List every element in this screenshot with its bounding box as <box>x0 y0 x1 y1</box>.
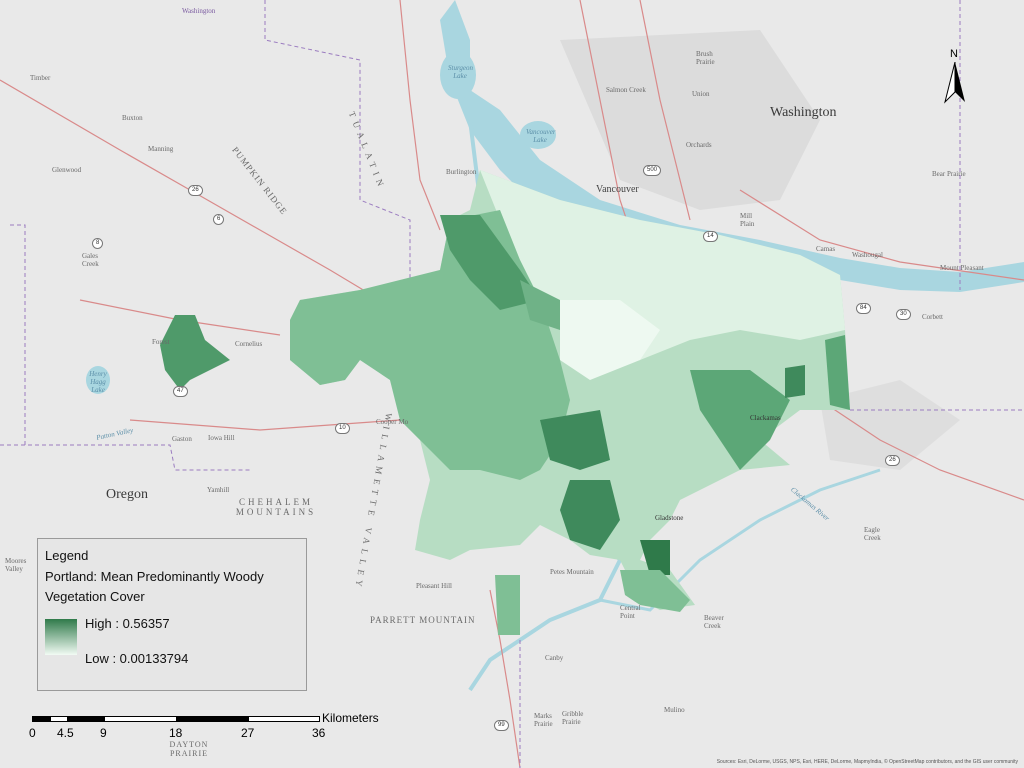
label-burlington: Burlington <box>446 168 477 176</box>
label-vancouver-lake: Vancouver Lake <box>526 128 556 144</box>
label-washington-state: Washington <box>770 105 837 120</box>
legend-title-line1: Portland: Mean Predominantly Woody <box>45 569 264 584</box>
route-shield-26-west: 26 <box>188 185 203 196</box>
scale-segment <box>32 716 51 722</box>
label-beaver-creek: Beaver Creek <box>704 614 724 630</box>
label-petes-mountain: Petes Mountain <box>550 568 594 576</box>
attribution-credits: Sources: Esri, DeLorme, USGS, NPS, Esri,… <box>716 759 1018 765</box>
route-shield-99: 99 <box>494 720 509 731</box>
route-shield-26-east: 26 <box>885 455 900 466</box>
label-gaston: Gaston <box>172 435 192 443</box>
route-shield-30: 30 <box>896 309 911 320</box>
scale-tick-label: 4.5 <box>57 726 74 740</box>
scale-segment <box>104 716 177 722</box>
scale-segment <box>50 716 68 722</box>
legend-panel: Legend Portland: Mean Predominantly Wood… <box>37 538 307 691</box>
label-timber: Timber <box>30 74 51 82</box>
label-mill-plain: Mill Plain <box>740 212 755 228</box>
scale-unit-label: Kilometers <box>322 711 379 725</box>
label-mount-pleasant: Mount Pleasant <box>940 264 984 272</box>
legend-color-ramp <box>45 619 77 655</box>
label-cooper-mountain: Cooper Mo <box>376 418 409 426</box>
label-dayton-prairie: DAYTON PRAIRIE <box>169 740 209 758</box>
route-shield-47: 47 <box>173 386 188 397</box>
label-sturgeon-lake: Sturgeon Lake <box>448 64 474 80</box>
scale-tick-label: 9 <box>100 726 107 740</box>
label-mulino: Mulino <box>664 706 685 714</box>
label-washougal: Washougal <box>852 251 883 259</box>
label-canby: Canby <box>545 654 564 662</box>
route-shield-10: 10 <box>335 423 350 434</box>
scale-segment <box>176 716 249 722</box>
label-union: Union <box>692 90 710 98</box>
route-shield-14: 14 <box>703 231 718 242</box>
scale-tick-label: 18 <box>169 726 183 740</box>
label-brush-prairie: Brush Prairie <box>696 50 715 66</box>
north-arrow: N <box>944 48 966 104</box>
label-henry-hagg-lake: Henry Hagg Lake <box>89 370 107 394</box>
legend-low-label: Low : 0.00133794 <box>85 651 189 666</box>
label-oregon-state: Oregon <box>106 487 148 502</box>
label-buxton: Buxton <box>122 114 143 122</box>
route-shield-84: 84 <box>856 303 871 314</box>
label-corbett: Corbett <box>922 313 943 321</box>
label-gribble-prairie: Gribble Prairie <box>562 710 584 726</box>
label-gladstone: Gladstone <box>655 514 684 522</box>
vancouver-lake <box>520 121 556 149</box>
label-glenwood: Glenwood <box>52 166 82 174</box>
scale-segment <box>248 716 320 722</box>
legend-heading: Legend <box>45 548 89 563</box>
label-orchards: Orchards <box>686 141 712 149</box>
label-washington-top: Washington <box>182 7 216 15</box>
label-central-point: Central Point <box>620 604 641 620</box>
sturgeon-lake <box>440 51 476 99</box>
north-label: N <box>950 48 958 60</box>
label-bear-prairie: Bear Prairie <box>932 170 966 178</box>
woody-cover-choropleth <box>160 170 850 635</box>
label-salmon-creek: Salmon Creek <box>606 86 646 94</box>
label-eagle-creek: Eagle Creek <box>864 526 881 542</box>
label-forest: Forest <box>152 338 170 346</box>
label-manning: Manning <box>148 145 174 153</box>
label-clackamas: Clackamas <box>750 414 781 422</box>
label-vancouver: Vancouver <box>596 184 639 195</box>
north-arrow-icon <box>944 62 965 104</box>
scale-tick-label: 0 <box>29 726 36 740</box>
route-shield-500: 500 <box>643 165 662 176</box>
label-moores-valley: Moores Valley <box>5 557 27 573</box>
label-gales-creek: Gales Creek <box>82 252 99 268</box>
label-marks-prairie: Marks Prairie <box>534 712 553 728</box>
label-pleasant-hill: Pleasant Hill <box>416 582 452 590</box>
label-parrett-mountain: PARRETT MOUNTAIN <box>370 615 476 625</box>
scale-tick-label: 27 <box>241 726 255 740</box>
scale-tick-label: 36 <box>312 726 326 740</box>
label-cornelius: Cornelius <box>235 340 263 348</box>
label-iowa-hill: Iowa Hill <box>208 434 235 442</box>
scale-bar: Kilometers 0 4.5 9 18 27 36 <box>29 711 379 752</box>
route-shield-8: 8 <box>92 238 104 249</box>
label-camas: Camas <box>816 245 836 253</box>
legend-title-line2: Vegetation Cover <box>45 589 145 604</box>
route-shield-6: 6 <box>213 214 225 225</box>
scale-segment <box>67 716 105 722</box>
legend-high-label: High : 0.56357 <box>85 616 170 631</box>
label-chehalem-mountains: CHEHALEM MOUNTAINS <box>235 497 317 517</box>
label-yamhill: Yamhill <box>207 486 230 494</box>
